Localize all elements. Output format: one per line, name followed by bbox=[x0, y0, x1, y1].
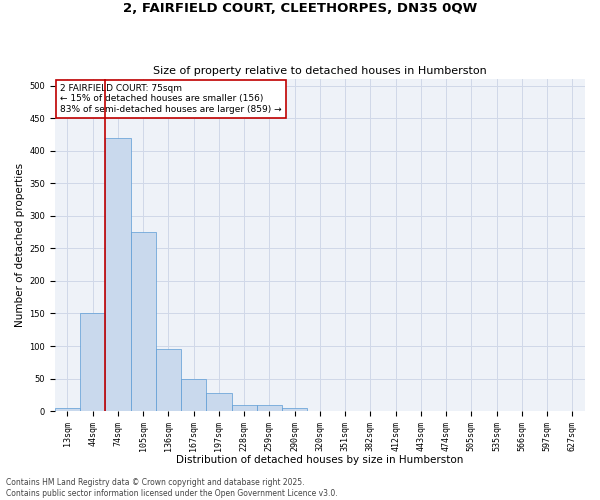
Text: Contains HM Land Registry data © Crown copyright and database right 2025.
Contai: Contains HM Land Registry data © Crown c… bbox=[6, 478, 338, 498]
Bar bbox=[232, 404, 257, 411]
Bar bbox=[131, 232, 156, 411]
Bar bbox=[257, 404, 282, 411]
Bar bbox=[105, 138, 131, 411]
Bar bbox=[206, 393, 232, 411]
Bar bbox=[156, 350, 181, 411]
Bar bbox=[80, 314, 105, 411]
Text: 2, FAIRFIELD COURT, CLEETHORPES, DN35 0QW: 2, FAIRFIELD COURT, CLEETHORPES, DN35 0Q… bbox=[123, 2, 477, 16]
Bar bbox=[55, 408, 80, 411]
Title: Size of property relative to detached houses in Humberston: Size of property relative to detached ho… bbox=[153, 66, 487, 76]
Y-axis label: Number of detached properties: Number of detached properties bbox=[15, 163, 25, 327]
Bar bbox=[181, 378, 206, 411]
X-axis label: Distribution of detached houses by size in Humberston: Distribution of detached houses by size … bbox=[176, 455, 464, 465]
Text: 2 FAIRFIELD COURT: 75sqm
← 15% of detached houses are smaller (156)
83% of semi-: 2 FAIRFIELD COURT: 75sqm ← 15% of detach… bbox=[60, 84, 281, 114]
Bar bbox=[282, 408, 307, 411]
